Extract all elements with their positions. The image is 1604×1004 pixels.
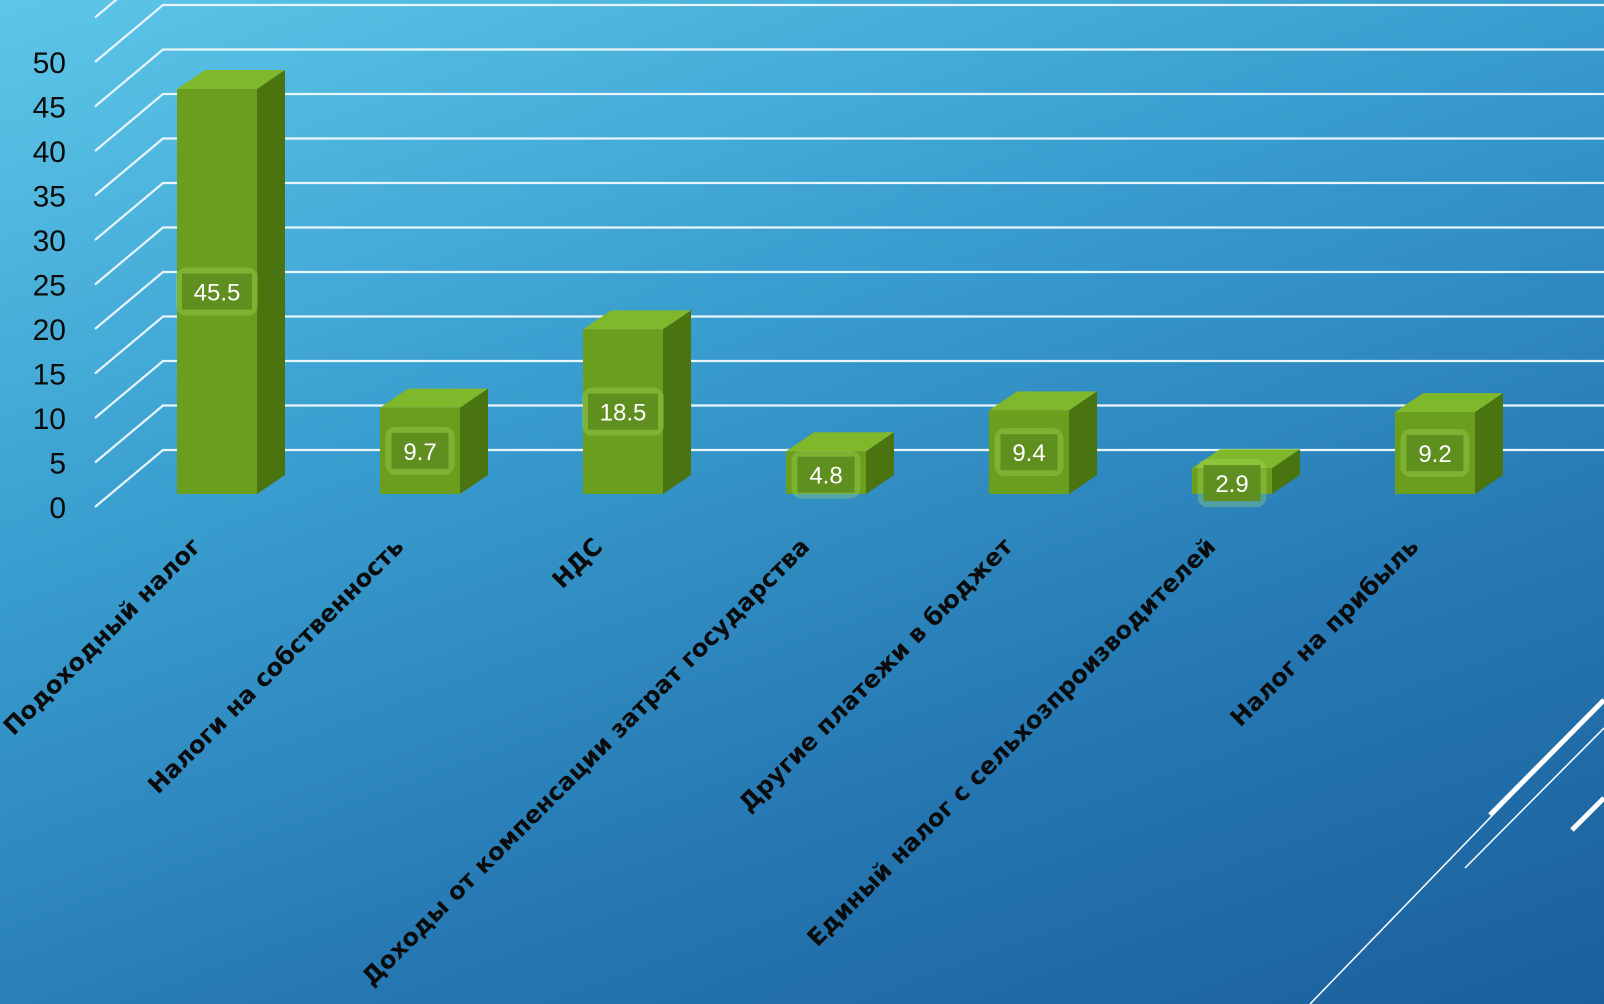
gridline-10 bbox=[94, 359, 1604, 419]
gridline-45 bbox=[94, 48, 1604, 108]
data-label-box bbox=[797, 456, 855, 493]
bar-top-face bbox=[1192, 449, 1300, 469]
data-label-box bbox=[1406, 435, 1464, 472]
data-label: 18.5 bbox=[582, 387, 664, 436]
data-label-box bbox=[391, 432, 449, 469]
data-label-text: 45.5 bbox=[194, 280, 241, 307]
data-label-text: 18.5 bbox=[600, 400, 647, 427]
bar-top-face bbox=[786, 432, 894, 452]
x-tick-label: Доходы от компенсации затрат государства bbox=[356, 532, 815, 991]
gridline-35 bbox=[94, 137, 1604, 197]
bar-top-face bbox=[583, 310, 691, 330]
data-label-box bbox=[1203, 465, 1261, 502]
bar-top-face bbox=[989, 391, 1097, 411]
bar-top-face bbox=[380, 388, 488, 408]
bar-side-face bbox=[1272, 449, 1300, 494]
gridline-50 bbox=[94, 3, 1604, 63]
gridline-55 bbox=[94, 0, 118, 19]
deco-line bbox=[1488, 698, 1604, 817]
data-label-box bbox=[1000, 434, 1058, 471]
y-axis-ticks: 0 5 10 15 20 25 30 35 40 45 50 bbox=[33, 47, 66, 525]
data-label-text: 4.8 bbox=[809, 463, 842, 490]
gridline-25 bbox=[94, 226, 1604, 286]
y-tick-label: 15 bbox=[33, 359, 66, 392]
decorative-lines bbox=[1309, 698, 1604, 1004]
data-label-box bbox=[588, 393, 658, 430]
data-label: 4.8 bbox=[791, 450, 861, 499]
bar-side-face bbox=[257, 70, 285, 495]
bar-side-face bbox=[460, 388, 488, 494]
y-tick-label: 50 bbox=[33, 47, 66, 80]
y-tick-label: 35 bbox=[33, 181, 66, 214]
deco-line bbox=[1464, 727, 1604, 869]
y-tick-label: 10 bbox=[33, 403, 66, 436]
y-tick-label: 25 bbox=[33, 270, 66, 303]
data-label-box bbox=[182, 273, 252, 310]
chart-gridlines bbox=[94, 0, 1604, 508]
data-label: 9.4 bbox=[994, 428, 1064, 477]
y-tick-label: 45 bbox=[33, 92, 66, 125]
data-label-text: 9.7 bbox=[403, 439, 436, 466]
gridline-40 bbox=[94, 92, 1604, 152]
x-tick-label: Единый налог с сельхозпроизводителей bbox=[802, 532, 1222, 952]
deco-line bbox=[1570, 796, 1604, 832]
y-tick-label: 20 bbox=[33, 314, 66, 347]
y-tick-label: 0 bbox=[49, 492, 66, 525]
data-label: 45.5 bbox=[176, 267, 258, 316]
bar-top-face bbox=[177, 70, 285, 90]
data-label: 2.9 bbox=[1197, 459, 1267, 508]
data-label-text: 9.4 bbox=[1012, 440, 1045, 467]
data-label: 9.7 bbox=[385, 426, 455, 475]
gridline-30 bbox=[94, 181, 1604, 241]
chart-bars bbox=[177, 70, 1503, 495]
bar-side-face bbox=[1475, 393, 1503, 494]
data-label: 9.2 bbox=[1400, 429, 1470, 478]
y-tick-label: 30 bbox=[33, 225, 66, 258]
data-label-text: 2.9 bbox=[1215, 471, 1248, 498]
gridline-15 bbox=[94, 315, 1604, 375]
x-tick-label: Налог на прибыль bbox=[1225, 532, 1425, 732]
x-tick-label: Подоходный налог bbox=[0, 532, 206, 740]
gridline-5 bbox=[94, 404, 1604, 464]
gridline-20 bbox=[94, 270, 1604, 330]
bar-side-face bbox=[1069, 391, 1097, 494]
data-labels: 45.5 9.7 18.5 4.8 9.4 2.9 9.2 bbox=[176, 267, 1470, 508]
data-label-text: 9.2 bbox=[1418, 441, 1451, 468]
bar-side-face bbox=[663, 310, 691, 494]
gridline-0 bbox=[94, 448, 1604, 508]
bar-top-face bbox=[1395, 393, 1503, 413]
y-tick-label: 40 bbox=[33, 136, 66, 169]
y-tick-label: 5 bbox=[49, 448, 66, 481]
bar-side-face bbox=[866, 432, 894, 494]
x-tick-label: НДС bbox=[547, 532, 609, 594]
